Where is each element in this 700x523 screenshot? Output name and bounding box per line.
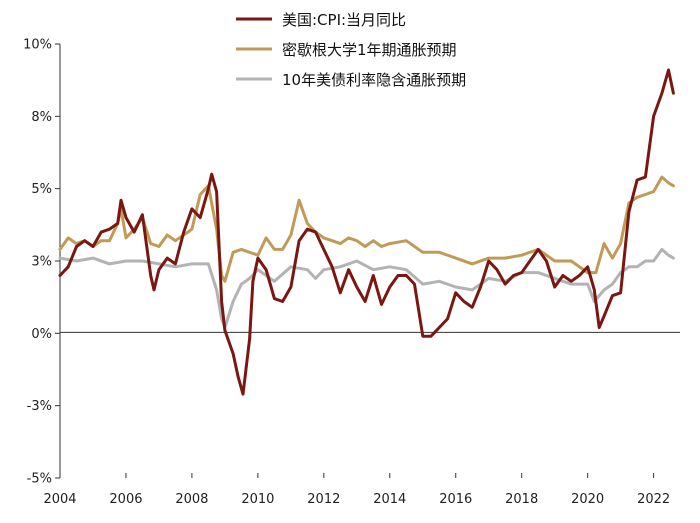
legend-item-cpi: 美国:CPI:当月同比 (236, 11, 406, 29)
legend-label-breakeven: 10年美债利率隐含通胀预期 (282, 71, 466, 89)
x-tick-label: 2018 (505, 492, 538, 507)
series-line-cpi (58, 68, 675, 396)
x-tick-label: 2020 (571, 492, 604, 507)
x-tick-label: 2016 (439, 492, 472, 507)
y-axis-ticks: -5% -3% 0% 3% 5% 8% 10% (23, 38, 60, 487)
y-tick-label: 8% (31, 110, 52, 125)
y-tick-label: 5% (31, 182, 52, 197)
x-tick-label: 2022 (637, 492, 670, 507)
y-tick-label: -3% (27, 399, 52, 414)
y-tick-label: -5% (27, 472, 52, 487)
series-line-breakeven (58, 247, 675, 329)
x-tick-label: 2006 (109, 492, 142, 507)
legend-item-breakeven: 10年美债利率隐含通胀预期 (236, 71, 466, 89)
series-lines (58, 68, 675, 396)
axes: -5%-3%0%3%5%8%10% 2004 2006 2008 2010 2012 20… (23, 38, 680, 507)
x-tick-label: 2012 (307, 492, 340, 507)
x-tick-label: 2010 (241, 492, 274, 507)
x-axis-ticks: 2004 2006 2008 2010 2012 2014 2016 2018 2020 2022 (43, 473, 670, 507)
y-tick-label: 3% (31, 255, 52, 270)
legend-label-michigan: 密歇根大学1年期通胀预期 (282, 41, 457, 59)
x-tick-label: 2014 (373, 492, 406, 507)
legend-item-michigan: 密歇根大学1年期通胀预期 (236, 41, 457, 59)
legend-label-cpi: 美国:CPI:当月同比 (282, 11, 406, 29)
y-tick-label: 10% (23, 38, 52, 53)
y-tick-label: 0% (31, 327, 52, 342)
legend: 美国:CPI:当月同比 密歇根大学1年期通胀预期 10年美债利率隐含通胀预期 (236, 11, 466, 89)
x-tick-label: 2008 (175, 492, 208, 507)
x-tick-label: 2004 (43, 492, 76, 507)
